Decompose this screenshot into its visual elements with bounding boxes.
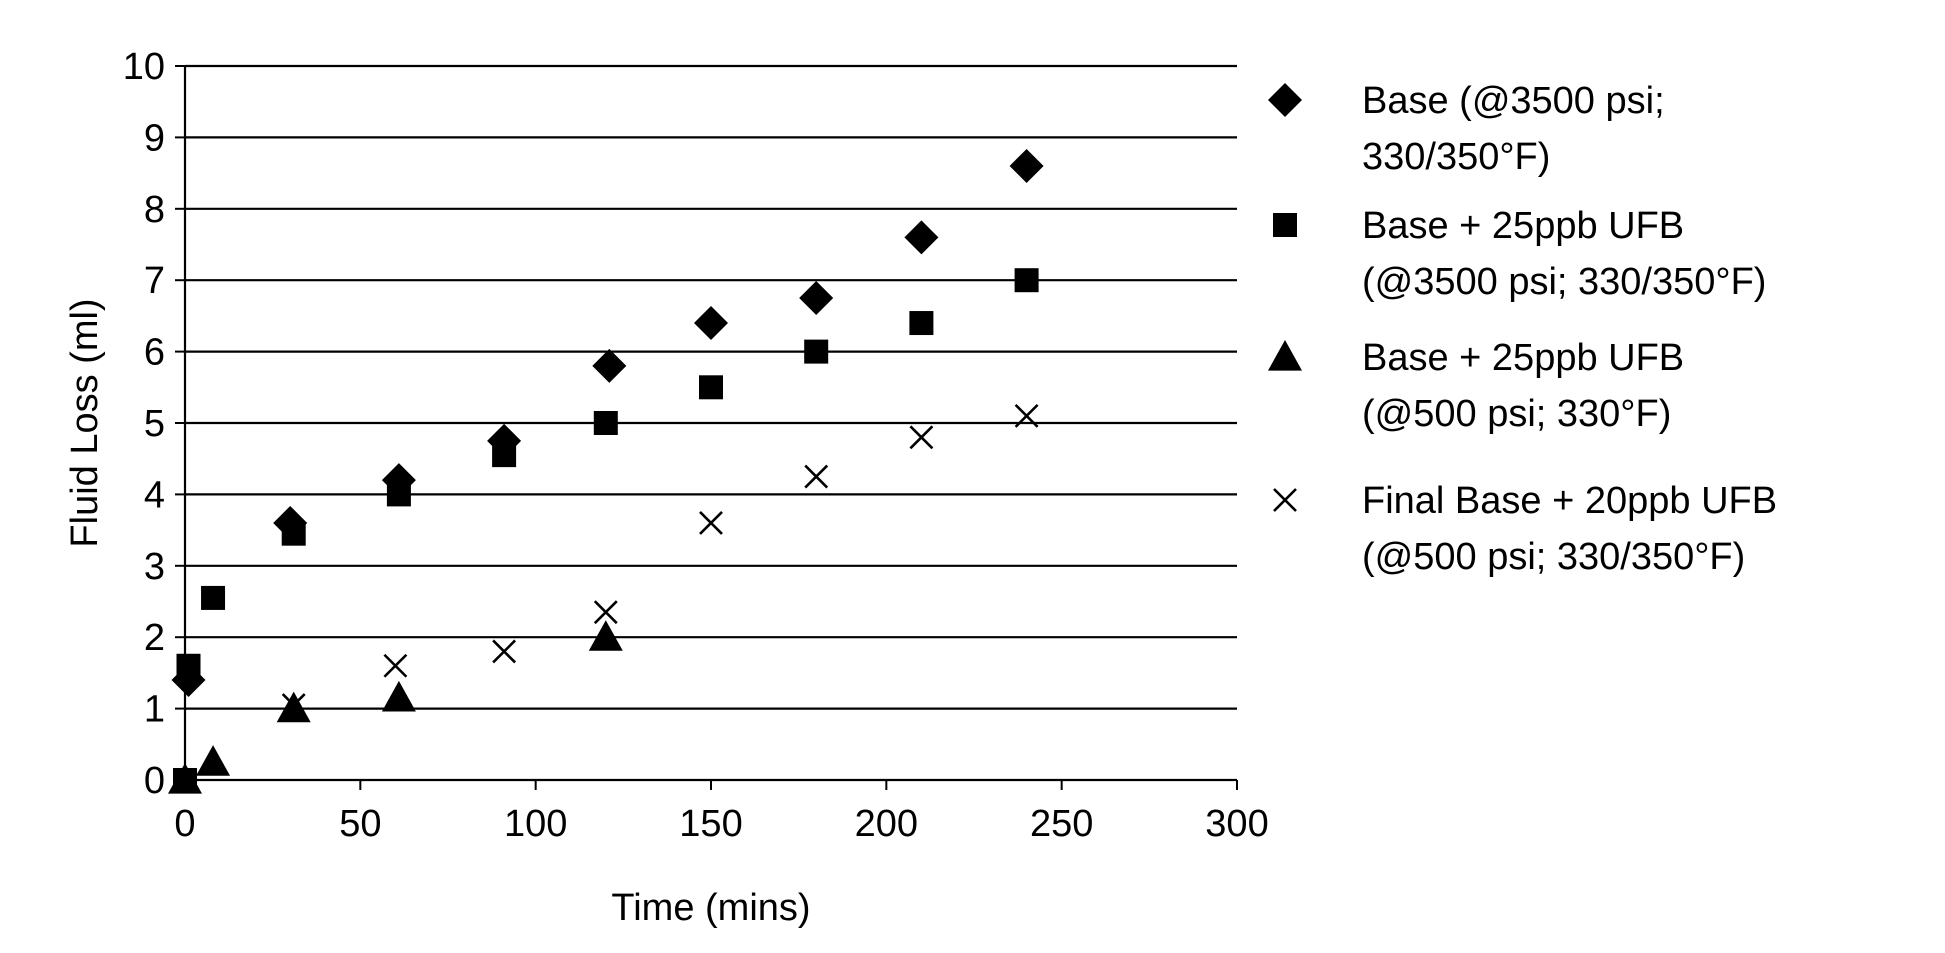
x-tick-label: 300: [1205, 803, 1268, 845]
legend-item-base: Base (@3500 psi; 330/350°F): [1268, 80, 1665, 178]
legend-label: Base + 25ppb UFB: [1362, 337, 1684, 379]
legend: Base (@3500 psi; 330/350°F) Base + 25ppb U…: [1268, 80, 1777, 578]
legend-label: (@500 psi; 330/350°F): [1362, 536, 1745, 578]
y-tick-label: 3: [144, 546, 165, 588]
y-tick-label: 2: [144, 617, 165, 659]
legend-marker: [1268, 83, 1302, 117]
legend-item-final-base-20ppb: Final Base + 20ppb UFB (@500 psi; 330/350…: [1274, 480, 1777, 578]
tick-labels: 012345678910050100150200250300: [123, 46, 1269, 845]
base-25ppb-500psi-point: [589, 620, 623, 651]
base-point: [904, 220, 938, 254]
legend-label: Base (@3500 psi;: [1362, 80, 1665, 122]
legend-label: 330/350°F): [1362, 136, 1550, 178]
x-tick-label: 50: [339, 803, 381, 845]
legend-label: (@3500 psi; 330/350°F): [1362, 261, 1766, 303]
y-tick-label: 9: [144, 117, 165, 159]
base-25ppb-3500psi-point: [387, 482, 411, 506]
base-25ppb-3500psi-point: [804, 340, 828, 364]
legend-marker: [1268, 340, 1302, 371]
x-tick-label: 150: [679, 803, 742, 845]
legend-label: (@500 psi; 330°F): [1362, 393, 1671, 435]
base-25ppb-500psi-point: [196, 745, 230, 776]
y-tick-label: 5: [144, 403, 165, 445]
base-25ppb-500psi-point: [277, 692, 311, 723]
final-base-20ppb-point: [384, 655, 406, 677]
final-base-20ppb-point: [700, 512, 722, 534]
final-base-20ppb-point: [805, 466, 827, 488]
legend-label: Base + 25ppb UFB: [1362, 205, 1684, 247]
base-point: [592, 349, 626, 383]
data-markers: [168, 149, 1044, 794]
legend-item-base-25ppb-3500psi: Base + 25ppb UFB (@3500 psi; 330/350°F): [1273, 205, 1766, 303]
base-point: [1010, 149, 1044, 183]
x-axis-title: Time (mins): [611, 887, 810, 929]
legend-marker: [1274, 489, 1296, 511]
y-axis-title: Fluid Loss (ml): [64, 298, 106, 547]
axes: [175, 66, 1237, 790]
legend-marker: [1273, 213, 1297, 237]
final-base-20ppb-point: [493, 640, 515, 662]
y-tick-label: 4: [144, 474, 165, 516]
base-25ppb-3500psi-point: [282, 522, 306, 546]
x-tick-label: 100: [504, 803, 567, 845]
y-tick-label: 10: [123, 46, 165, 88]
base-25ppb-3500psi-point: [201, 586, 225, 610]
legend-item-base-25ppb-500psi: Base + 25ppb UFB (@500 psi; 330°F): [1268, 337, 1684, 435]
base-25ppb-3500psi-point: [909, 311, 933, 335]
base-25ppb-3500psi-point: [594, 411, 618, 435]
base-25ppb-3500psi-point: [1015, 268, 1039, 292]
final-base-20ppb-point: [910, 426, 932, 448]
x-tick-label: 250: [1030, 803, 1093, 845]
y-tick-label: 7: [144, 260, 165, 302]
y-tick-label: 1: [144, 689, 165, 731]
base-point: [694, 306, 728, 340]
base-25ppb-3500psi-point: [699, 375, 723, 399]
y-tick-label: 6: [144, 332, 165, 374]
final-base-20ppb-point: [595, 601, 617, 623]
base-25ppb-500psi-point: [382, 681, 416, 712]
base-point: [799, 281, 833, 315]
base-25ppb-3500psi-point: [177, 654, 201, 678]
legend-label: Final Base + 20ppb UFB: [1362, 480, 1777, 522]
x-tick-label: 200: [855, 803, 918, 845]
base-25ppb-3500psi-point: [492, 443, 516, 467]
x-tick-label: 0: [174, 803, 195, 845]
y-tick-label: 0: [144, 760, 165, 802]
y-tick-label: 8: [144, 189, 165, 231]
